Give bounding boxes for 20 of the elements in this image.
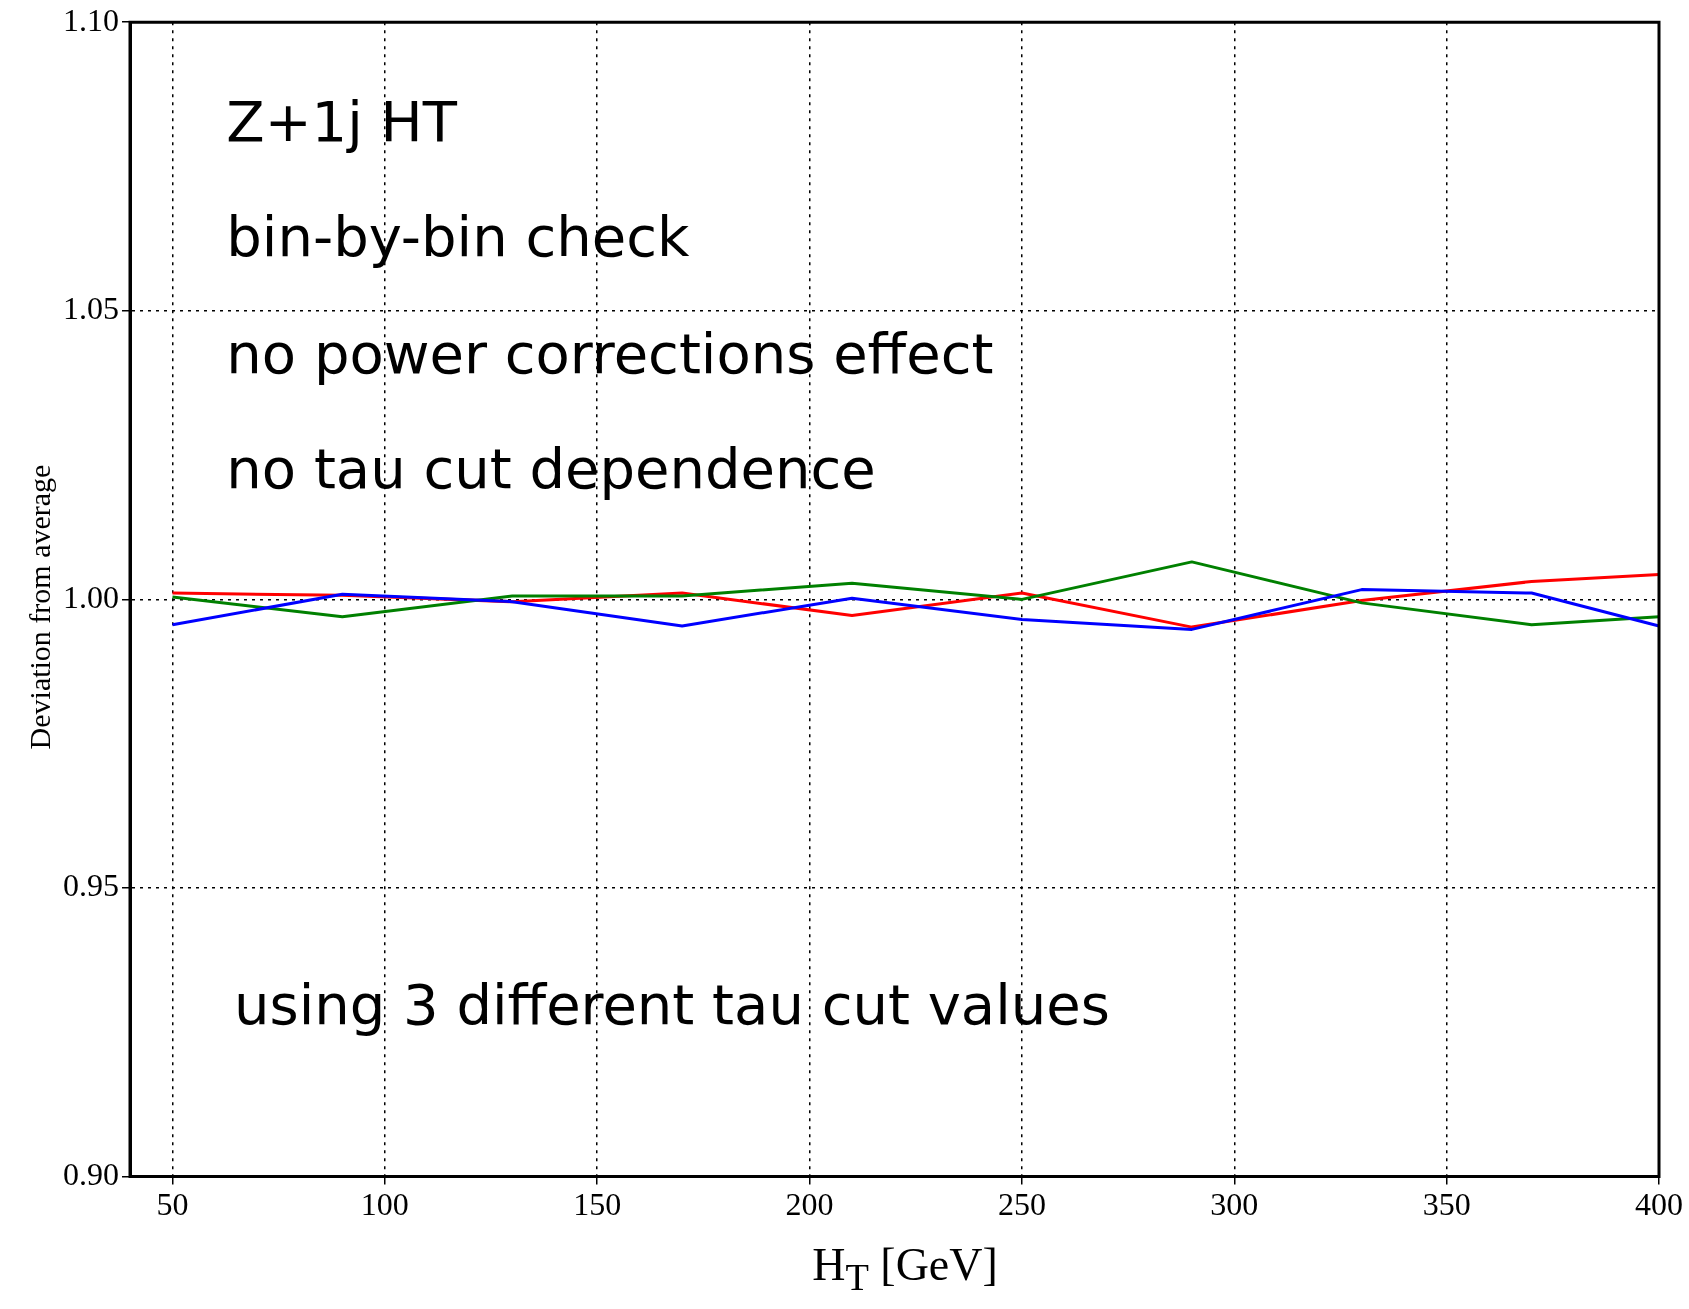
x-tick-label: 350 xyxy=(1422,1186,1471,1223)
annotation: bin-by-bin check xyxy=(226,204,690,270)
x-tick-label: 50 xyxy=(156,1186,189,1223)
annotation: no tau cut dependence xyxy=(226,436,876,502)
y-tick-label: 0.95 xyxy=(63,867,119,904)
x-tick-label: 200 xyxy=(785,1186,834,1223)
y-tick-label: 1.00 xyxy=(63,578,119,615)
y-axis-title: Deviation from average xyxy=(23,463,57,752)
x-tick-label: 250 xyxy=(997,1186,1046,1223)
x-tick-label: 300 xyxy=(1210,1186,1259,1223)
annotation: Z+1j HT xyxy=(226,88,458,154)
y-tick-label: 0.90 xyxy=(63,1156,119,1193)
y-tick-label: 1.05 xyxy=(63,290,119,327)
y-tick-label: 1.10 xyxy=(63,1,119,38)
x-axis-title: H$_{T}$ [GeV] xyxy=(811,1238,999,1300)
x-tick-label: 100 xyxy=(360,1186,409,1223)
x-tick-label: 150 xyxy=(573,1186,622,1223)
annotation: using 3 different tau cut values xyxy=(233,971,1110,1037)
x-tick-label: 400 xyxy=(1635,1186,1683,1223)
annotation: no power corrections effect xyxy=(226,320,994,386)
